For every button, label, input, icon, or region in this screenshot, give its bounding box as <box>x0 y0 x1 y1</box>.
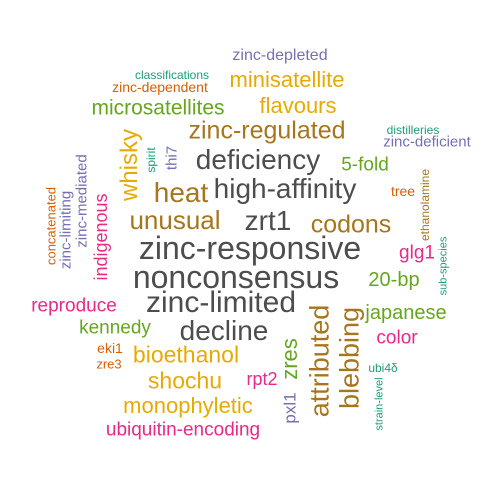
word-eki1: eki1 <box>97 340 123 356</box>
word-zinc-responsive: zinc-responsive <box>138 230 362 266</box>
word-classifications: classifications <box>134 68 210 82</box>
word-zinc-limited: zinc-limited <box>145 286 297 319</box>
word-zinc-dependent: zinc-dependent <box>112 79 208 95</box>
word-deficiency: deficiency <box>195 144 321 175</box>
word-bioethanol: bioethanol <box>132 341 240 368</box>
word-minisatellite: minisatellite <box>229 67 345 92</box>
word-high-affinity: high-affinity <box>213 173 357 204</box>
word-shochu: shochu <box>147 367 223 394</box>
word-zinc-deficient: zinc-deficient <box>383 133 471 151</box>
word-heat: heat <box>153 177 209 208</box>
word-blebbing: blebbing <box>334 306 365 410</box>
word-strain-level: strain-level <box>373 377 386 431</box>
word-5-fold: 5-fold <box>341 154 389 176</box>
word-color: color <box>376 327 418 349</box>
word-indigenous: indigenous <box>91 193 111 281</box>
word-codons: codons <box>310 210 392 239</box>
word-nonconsensus: nonconsensus <box>132 259 340 295</box>
word-whisky: whisky <box>116 128 143 202</box>
word-pxl1: pxl1 <box>280 392 300 424</box>
word-ubi4d: ubi4δ <box>368 361 398 375</box>
word-decline: decline <box>179 315 269 346</box>
word-spirit: spirit <box>144 147 158 173</box>
word-rpt2: rpt2 <box>246 369 278 389</box>
word-japanese: japanese <box>365 302 447 324</box>
word-distilleries: distilleries <box>386 123 440 137</box>
word-thi7: thi7 <box>163 145 181 171</box>
word-reproduce: reproduce <box>31 295 117 317</box>
word-sub-species: sub-species <box>437 236 450 296</box>
word-zinc-regulated: zinc-regulated <box>188 116 346 145</box>
word-ubiquitin-encoding: ubiquitin-encoding <box>105 419 261 441</box>
word-monophyletic: monophyletic <box>123 393 253 418</box>
word-zre3: zre3 <box>96 356 122 372</box>
word-ethanolamine: ethanolamine <box>418 168 432 242</box>
word-microsatellites: microsatellites <box>91 96 225 120</box>
word-kennedy: kennedy <box>79 317 151 339</box>
word-zinc-depleted: zinc-depleted <box>232 47 328 64</box>
word-zinc-mediated: zinc-mediated <box>73 154 91 248</box>
word-zrt1: zrt1 <box>244 205 292 236</box>
word-attributed: attributed <box>304 304 335 418</box>
word-unusual: unusual <box>129 205 221 235</box>
word-flavours: flavours <box>259 93 337 118</box>
word-tree: tree <box>390 183 416 199</box>
word-zres: zres <box>277 338 302 380</box>
word-zinc-limiting: zinc-limiting <box>57 190 75 270</box>
word-glg1: glg1 <box>399 242 435 264</box>
word-20-bp: 20-bp <box>368 269 420 291</box>
word-concatenated: concatenated <box>43 186 59 266</box>
